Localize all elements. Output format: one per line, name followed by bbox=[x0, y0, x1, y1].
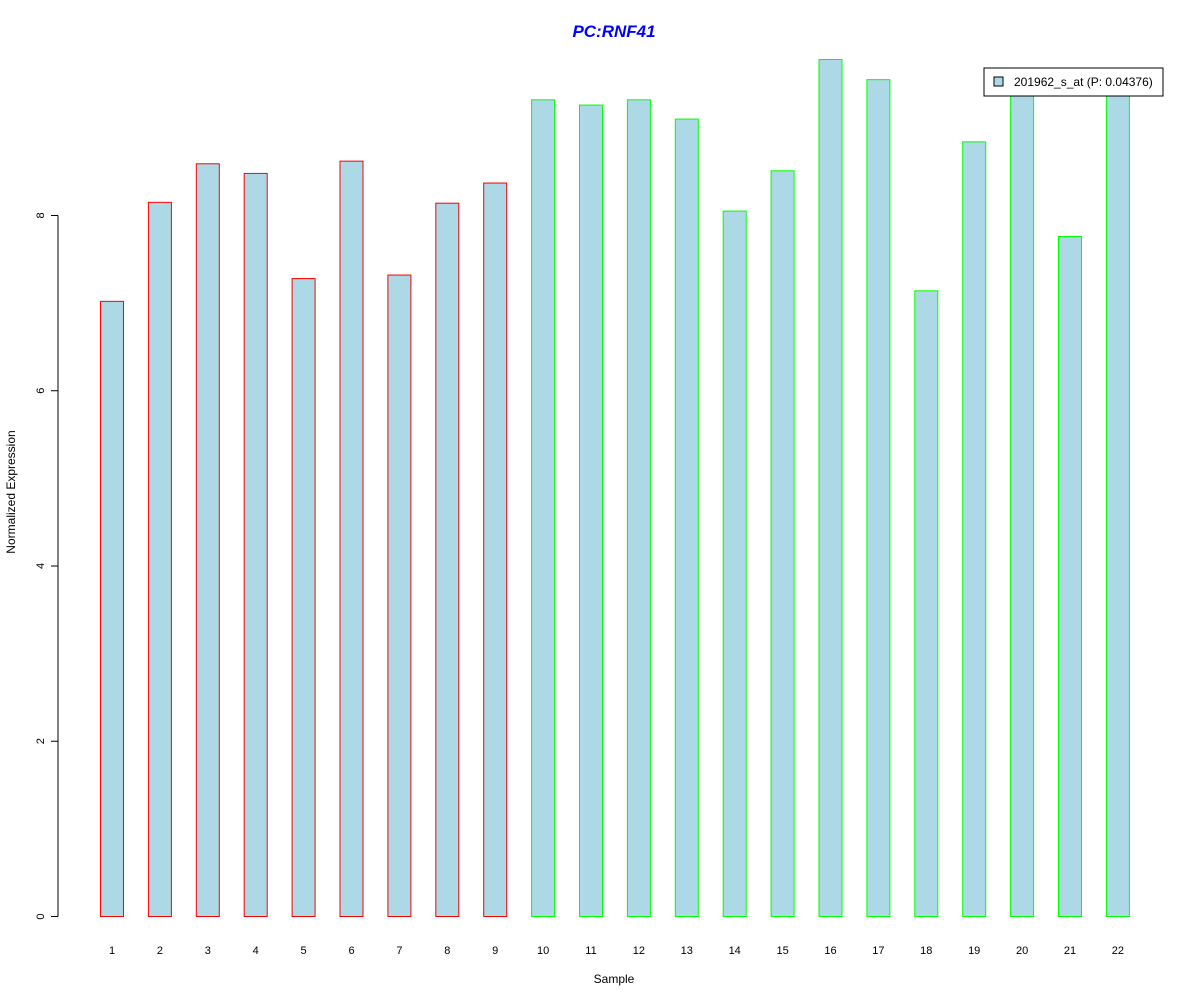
x-tick-label: 10 bbox=[537, 945, 549, 957]
x-tick-label: 7 bbox=[396, 945, 402, 957]
bar-sample-5 bbox=[291, 278, 316, 917]
bar-sample-10 bbox=[531, 99, 556, 918]
x-tick-labels: 1 2 3 4 5 6 7 8 9 10 11 12 13 14 15 16 17 18 19 20 21 22 bbox=[109, 945, 1124, 957]
x-axis-label: Sample bbox=[594, 972, 635, 986]
bar-sample-13 bbox=[674, 118, 699, 917]
x-tick-label: 1 bbox=[109, 945, 115, 957]
x-tick-label: 12 bbox=[633, 945, 645, 957]
bar-sample-3 bbox=[195, 163, 220, 917]
y-tick-label: 8 bbox=[35, 212, 47, 218]
x-tick-label: 6 bbox=[348, 945, 354, 957]
bar-sample-6 bbox=[339, 160, 364, 917]
y-tick-label: 4 bbox=[35, 563, 47, 569]
bar-sample-21 bbox=[1058, 236, 1082, 917]
bar-sample-9 bbox=[483, 182, 508, 917]
legend-label: 201962_s_at (P: 0.04376) bbox=[1014, 75, 1153, 89]
bar-sample-22 bbox=[1105, 80, 1130, 917]
x-tick-label: 17 bbox=[872, 945, 884, 957]
bar-sample-20 bbox=[1010, 80, 1035, 917]
bar-sample-15 bbox=[770, 170, 795, 918]
x-tick-label: 21 bbox=[1064, 945, 1076, 957]
x-tick-label: 13 bbox=[681, 945, 693, 957]
x-tick-label: 16 bbox=[824, 945, 836, 957]
x-tick-label: 14 bbox=[729, 945, 741, 957]
bar-sample-4 bbox=[243, 172, 268, 918]
bar-sample-11 bbox=[579, 104, 603, 917]
bar-sample-18 bbox=[914, 290, 939, 918]
x-tick-label: 4 bbox=[253, 945, 259, 957]
x-tick-label: 5 bbox=[301, 945, 307, 957]
bar-sample-16 bbox=[818, 59, 843, 917]
bar-sample-2 bbox=[147, 201, 172, 918]
x-tick-label: 11 bbox=[585, 945, 596, 957]
legend: 201962_s_at (P: 0.04376) bbox=[983, 67, 1164, 97]
bar-sample-1 bbox=[100, 300, 124, 917]
legend-box bbox=[983, 67, 1164, 97]
bar-sample-14 bbox=[722, 210, 747, 917]
x-tick-label: 20 bbox=[1016, 945, 1028, 957]
bar-sample-7 bbox=[387, 274, 412, 918]
x-tick-label: 18 bbox=[920, 945, 932, 957]
x-tick-label: 3 bbox=[205, 945, 211, 957]
bars-group bbox=[100, 59, 1130, 918]
bar-sample-19 bbox=[962, 141, 987, 918]
chart-title: PC:RNF41 bbox=[572, 22, 655, 41]
bar-sample-17 bbox=[866, 79, 891, 917]
y-axis: 0 2 4 6 8 bbox=[35, 212, 59, 920]
x-tick-label: 2 bbox=[157, 945, 163, 957]
legend-swatch bbox=[993, 76, 1004, 87]
x-tick-label: 15 bbox=[776, 945, 788, 957]
y-tick-label: 6 bbox=[35, 388, 47, 394]
x-tick-label: 8 bbox=[444, 945, 450, 957]
y-axis-label: Normalized Expression bbox=[4, 430, 18, 553]
bar-sample-8 bbox=[435, 202, 460, 918]
y-tick-label: 2 bbox=[35, 738, 47, 744]
y-tick-label: 0 bbox=[35, 913, 47, 919]
bar-sample-12 bbox=[626, 99, 651, 918]
x-tick-label: 9 bbox=[492, 945, 498, 957]
x-tick-label: 19 bbox=[968, 945, 980, 957]
x-tick-label: 22 bbox=[1112, 945, 1124, 957]
